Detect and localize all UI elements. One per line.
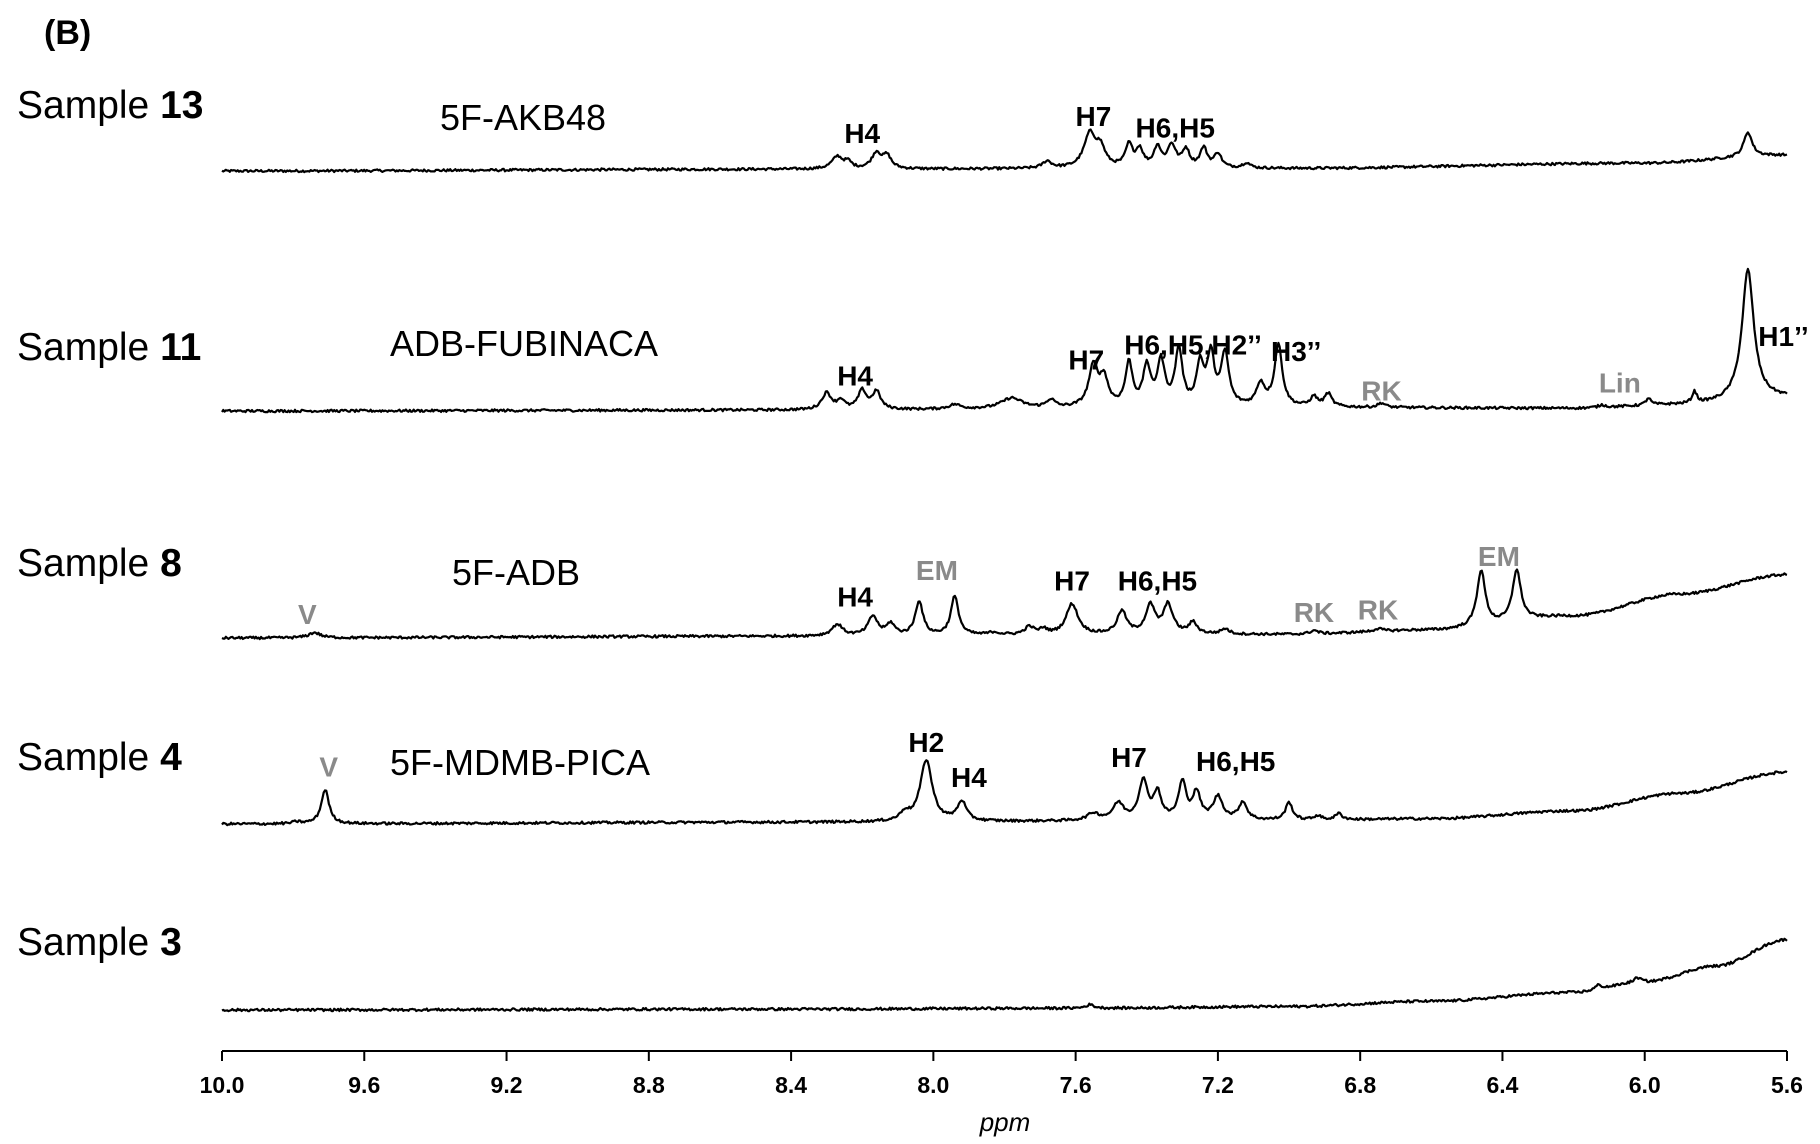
- sample-label: Sample 13: [17, 84, 203, 127]
- x-tick-label: 7.2: [1202, 1072, 1234, 1098]
- peak-label: H6,H5: [1136, 113, 1215, 144]
- peak-label: EM: [1478, 541, 1520, 572]
- x-tick-label: 7.6: [1060, 1072, 1092, 1098]
- peak-label: RK: [1294, 597, 1334, 628]
- sample-label-number: 3: [160, 921, 182, 964]
- sample-label-number: 4: [160, 736, 182, 779]
- sample-label-prefix: Sample: [17, 84, 160, 127]
- compound-label: 5F-AKB48: [440, 97, 606, 138]
- peak-label: H7: [1068, 345, 1104, 376]
- sample-label-prefix: Sample: [17, 326, 160, 369]
- sample-label-number: 8: [160, 542, 182, 585]
- sample-label-prefix: Sample: [17, 921, 160, 964]
- spectrum-trace: [221, 568, 1788, 641]
- x-axis-title: ppm: [979, 1107, 1031, 1137]
- peak-label: H7: [1054, 565, 1090, 596]
- x-axis-ticks: 10.0 9.6 9.2 8.8 8.4 8.0 7.6 7.2 6.8 6.4 6.0 5.6: [200, 1051, 1803, 1098]
- compound-labels: 5F-AKB48 ADB-FUBINACA 5F-ADB 5F-MDMB-PICA: [390, 97, 658, 783]
- peak-label: EM: [916, 555, 958, 586]
- peak-label: V: [298, 599, 317, 630]
- sample-label-prefix: Sample: [17, 736, 160, 779]
- sample-label: Sample 4: [17, 736, 182, 779]
- peak-label: H6,H5: [1118, 565, 1197, 596]
- x-axis: 10.0 9.6 9.2 8.8 8.4 8.0 7.6 7.2 6.8 6.4 6.0 5.6 pp…: [200, 1050, 1803, 1137]
- peak-label: H3’’: [1271, 336, 1321, 367]
- peak-label: H7: [1111, 742, 1147, 773]
- peak-label: H4: [951, 762, 987, 793]
- peak-label: V: [319, 751, 338, 782]
- x-tick-label: 10.0: [200, 1072, 245, 1098]
- spectrum-traces: [221, 128, 1788, 1013]
- peak-label: H4: [837, 581, 873, 612]
- sample-label-number: 13: [160, 84, 203, 127]
- x-tick-label: 9.2: [491, 1072, 523, 1098]
- compound-label: 5F-ADB: [452, 552, 580, 593]
- spectrum-trace: [221, 937, 1788, 1013]
- compound-label: 5F-MDMB-PICA: [390, 742, 650, 783]
- sample-label: Sample 8: [17, 542, 182, 585]
- peak-label: H4: [844, 118, 880, 149]
- spectrum-trace: [221, 128, 1788, 174]
- x-tick-label: 6.0: [1629, 1072, 1661, 1098]
- x-tick-label: 6.4: [1486, 1072, 1518, 1098]
- peak-label: RK: [1358, 595, 1398, 626]
- x-tick-label: 8.8: [633, 1072, 665, 1098]
- spectrum-trace: [221, 267, 1788, 414]
- peak-label: H1’’: [1758, 321, 1808, 352]
- sample-label-number: 11: [160, 326, 201, 369]
- sample-label-prefix: Sample: [17, 542, 160, 585]
- sample-label: Sample 11: [17, 326, 201, 369]
- peak-labels: H4 H7 H6,H5 H4 H7 H6,H5,H2’’ H3’’ RK Lin H1’’ V H4 E…: [298, 101, 1809, 793]
- peak-label: H2: [908, 727, 944, 758]
- x-tick-label: 5.6: [1771, 1072, 1803, 1098]
- x-tick-label: 8.4: [775, 1072, 807, 1098]
- compound-label: ADB-FUBINACA: [390, 323, 658, 364]
- peak-label: H6,H5: [1196, 746, 1275, 777]
- peak-label: H4: [837, 360, 873, 391]
- peak-label: RK: [1361, 375, 1401, 406]
- peak-label: Lin: [1599, 368, 1641, 399]
- x-tick-label: 6.8: [1344, 1072, 1376, 1098]
- peak-label: H7: [1076, 101, 1112, 132]
- x-tick-label: 8.0: [917, 1072, 949, 1098]
- spectrum-trace: [221, 759, 1788, 827]
- panel-label: (B): [44, 14, 91, 52]
- peak-label: H6,H5,H2’’: [1124, 330, 1261, 361]
- x-tick-label: 9.6: [348, 1072, 380, 1098]
- sample-label: Sample 3: [17, 921, 182, 964]
